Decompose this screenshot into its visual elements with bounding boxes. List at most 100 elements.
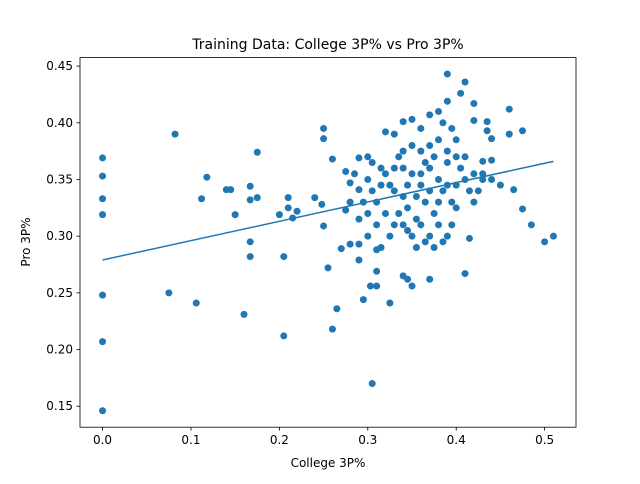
scatter-point (99, 154, 107, 162)
scatter-point (99, 172, 107, 180)
scatter-point (320, 135, 328, 143)
scatter-point (452, 153, 460, 161)
scatter-point (488, 156, 496, 164)
scatter-point (417, 181, 425, 189)
scatter-point (426, 232, 434, 240)
scatter-point (443, 97, 451, 105)
scatter-point (346, 240, 354, 248)
scatter-point (408, 282, 416, 290)
scatter-point (318, 200, 326, 208)
scatter-point (448, 198, 456, 206)
scatter-point (452, 204, 460, 212)
scatter-point (435, 221, 443, 229)
scatter-point (443, 147, 451, 155)
scatter-point (417, 124, 425, 132)
scatter-point (470, 117, 478, 125)
scatter-point (457, 89, 465, 97)
scatter-point (426, 141, 434, 149)
scatter-point (483, 127, 491, 135)
scatter-point (395, 153, 403, 161)
scatter-point (381, 128, 389, 136)
scatter-point (408, 232, 416, 240)
scatter-point (346, 179, 354, 187)
scatter-point (470, 170, 478, 178)
scatter-point (465, 234, 473, 242)
scatter-point (404, 275, 412, 283)
scatter-point (408, 115, 416, 123)
scatter-point (328, 325, 336, 333)
scatter-point (417, 221, 425, 229)
scatter-point (390, 221, 398, 229)
scatter-point (439, 238, 447, 246)
scatter-point (390, 187, 398, 195)
scatter-point (359, 296, 367, 304)
scatter-point (479, 170, 487, 178)
scatter-point (386, 299, 394, 307)
y-tick-label: 0.15 (46, 399, 73, 413)
scatter-point (430, 153, 438, 161)
scatter-point (311, 194, 319, 202)
scatter-point (474, 187, 482, 195)
y-tick-label: 0.20 (46, 343, 73, 357)
scatter-point (426, 275, 434, 283)
scatter-point (253, 194, 261, 202)
scatter-point (280, 332, 288, 340)
y-tick-label: 0.40 (46, 116, 73, 130)
scatter-point (439, 119, 447, 127)
scatter-point (198, 195, 206, 203)
scatter-point (417, 147, 425, 155)
scatter-point (488, 175, 496, 183)
scatter-point (430, 209, 438, 217)
scatter-point (373, 267, 381, 275)
scatter-point (421, 238, 429, 246)
scatter-point (240, 310, 248, 318)
scatter-point (386, 181, 394, 189)
scatter-point (426, 111, 434, 119)
scatter-point (421, 158, 429, 166)
y-tick-label: 0.45 (46, 59, 73, 73)
chart-title: Training Data: College 3P% vs Pro 3P% (191, 37, 463, 53)
plot-frame (79, 57, 577, 428)
scatter-point (412, 244, 420, 252)
scatter-point (527, 221, 535, 229)
scatter-point (364, 232, 372, 240)
scatter-point (496, 181, 504, 189)
scatter-point (461, 153, 469, 161)
x-tick-label: 0.2 (270, 433, 289, 447)
scatter-point (364, 153, 372, 161)
scatter-point (99, 407, 107, 415)
scatter-point (324, 264, 332, 272)
scatter-point (342, 206, 350, 214)
scatter-point (549, 232, 557, 240)
scatter-point (510, 186, 518, 194)
scatter-point (479, 157, 487, 165)
scatter-point (399, 164, 407, 172)
scatter-point (171, 130, 179, 138)
scatter-point (399, 147, 407, 155)
scatter-point (293, 207, 301, 215)
scatter-point (488, 135, 496, 143)
scatter-point (284, 194, 292, 202)
scatter-point (448, 124, 456, 132)
scatter-point (246, 182, 254, 190)
scatter-point (246, 196, 254, 204)
scatter-point (99, 211, 107, 219)
scatter-point (280, 253, 288, 261)
scatter-point (435, 175, 443, 183)
scatter-point (381, 209, 389, 217)
x-tick-label: 0.4 (447, 433, 466, 447)
scatter-point (408, 141, 416, 149)
scatter-point (519, 205, 527, 213)
scatter-point (227, 186, 235, 194)
y-axis-label: Pro 3P% (19, 217, 33, 266)
scatter-point (355, 186, 363, 194)
x-axis-label: College 3P% (291, 456, 366, 470)
scatter-point (470, 100, 478, 108)
scatter-point (373, 282, 381, 290)
scatter-point (404, 226, 412, 234)
scatter-point (435, 107, 443, 115)
regression-line (102, 160, 554, 261)
scatter-point (505, 105, 513, 113)
